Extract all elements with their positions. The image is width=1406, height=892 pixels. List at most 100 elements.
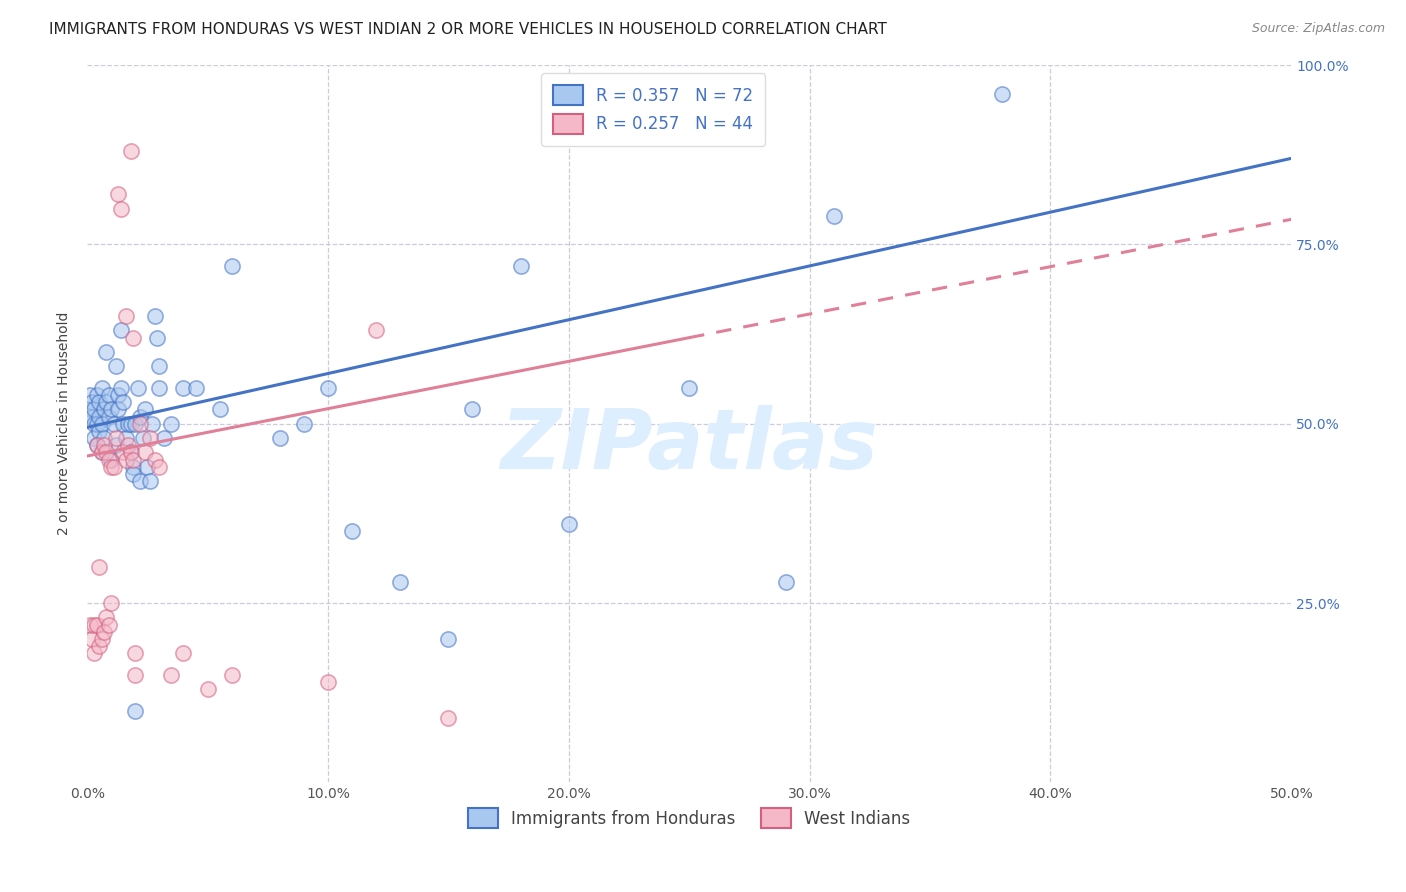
Point (112, 395, 135, 409)
Point (120, 417, 142, 431)
Point (316, 675, 339, 690)
Point (131, 431, 153, 445)
Legend: Immigrants from Honduras, West Indians: Immigrants from Honduras, West Indians (461, 801, 917, 835)
Point (120, 144, 142, 158)
Point (558, 517, 581, 532)
Point (129, 474, 152, 488)
Point (86, 617, 108, 632)
Point (90, 381, 112, 395)
Point (389, 574, 412, 589)
Point (83, 646, 105, 660)
Point (129, 417, 152, 431)
Point (678, 381, 700, 395)
Point (146, 331, 169, 345)
Point (105, 438, 128, 452)
Point (107, 187, 129, 202)
Point (775, 574, 797, 589)
Point (340, 524, 363, 539)
Point (89, 560, 111, 574)
Point (114, 309, 136, 323)
Point (124, 704, 146, 718)
Point (97, 409, 120, 424)
Point (86, 388, 108, 402)
Point (90, 445, 112, 459)
Point (86, 438, 108, 452)
Point (316, 381, 339, 395)
Point (97, 452, 120, 467)
Point (143, 452, 166, 467)
Point (173, 381, 195, 395)
Point (114, 452, 136, 467)
Point (83, 417, 105, 431)
Point (124, 417, 146, 431)
Point (96, 610, 118, 624)
Point (80, 395, 103, 409)
Point (991, 87, 1014, 101)
Point (269, 431, 291, 445)
Point (79, 617, 101, 632)
Point (96, 445, 118, 459)
Point (117, 438, 139, 452)
Point (93, 438, 115, 452)
Point (93, 431, 115, 445)
Point (129, 409, 152, 424)
Point (143, 309, 166, 323)
Point (160, 417, 183, 431)
Point (110, 381, 132, 395)
Point (122, 331, 145, 345)
Point (208, 402, 231, 417)
Text: ZIPatlas: ZIPatlas (501, 405, 879, 486)
Point (100, 459, 122, 474)
Point (89, 639, 111, 653)
Point (148, 381, 170, 395)
Point (148, 459, 170, 474)
Point (100, 402, 122, 417)
Point (153, 431, 176, 445)
Point (122, 459, 145, 474)
Point (79, 388, 101, 402)
Point (112, 417, 135, 431)
Point (80, 632, 103, 646)
Point (184, 381, 207, 395)
Point (103, 459, 125, 474)
Point (117, 417, 139, 431)
Point (83, 402, 105, 417)
Point (221, 259, 243, 273)
Y-axis label: 2 or more Vehicles in Household: 2 or more Vehicles in Household (58, 312, 72, 535)
Point (823, 209, 845, 223)
Point (103, 417, 125, 431)
Point (105, 359, 128, 374)
Point (90, 445, 112, 459)
Point (96, 345, 118, 359)
Point (110, 323, 132, 337)
Text: Source: ZipAtlas.com: Source: ZipAtlas.com (1251, 22, 1385, 36)
Point (173, 646, 195, 660)
Point (93, 624, 115, 639)
Point (97, 388, 120, 402)
Point (437, 711, 460, 725)
Point (100, 596, 122, 610)
Point (160, 667, 183, 681)
Point (107, 402, 129, 417)
Point (93, 402, 115, 417)
Point (114, 431, 136, 445)
Point (124, 646, 146, 660)
Point (509, 259, 531, 273)
Point (136, 459, 159, 474)
Point (107, 388, 129, 402)
Text: IMMIGRANTS FROM HONDURAS VS WEST INDIAN 2 OR MORE VEHICLES IN HOUSEHOLD CORRELAT: IMMIGRANTS FROM HONDURAS VS WEST INDIAN … (49, 22, 887, 37)
Point (134, 402, 156, 417)
Point (90, 417, 112, 431)
Point (97, 617, 120, 632)
Point (437, 632, 460, 646)
Point (86, 417, 108, 431)
Point (120, 445, 142, 459)
Point (79, 402, 101, 417)
Point (83, 617, 105, 632)
Point (100, 452, 122, 467)
Point (112, 445, 135, 459)
Point (134, 445, 156, 459)
Point (139, 474, 162, 488)
Point (141, 417, 163, 431)
Point (197, 682, 219, 697)
